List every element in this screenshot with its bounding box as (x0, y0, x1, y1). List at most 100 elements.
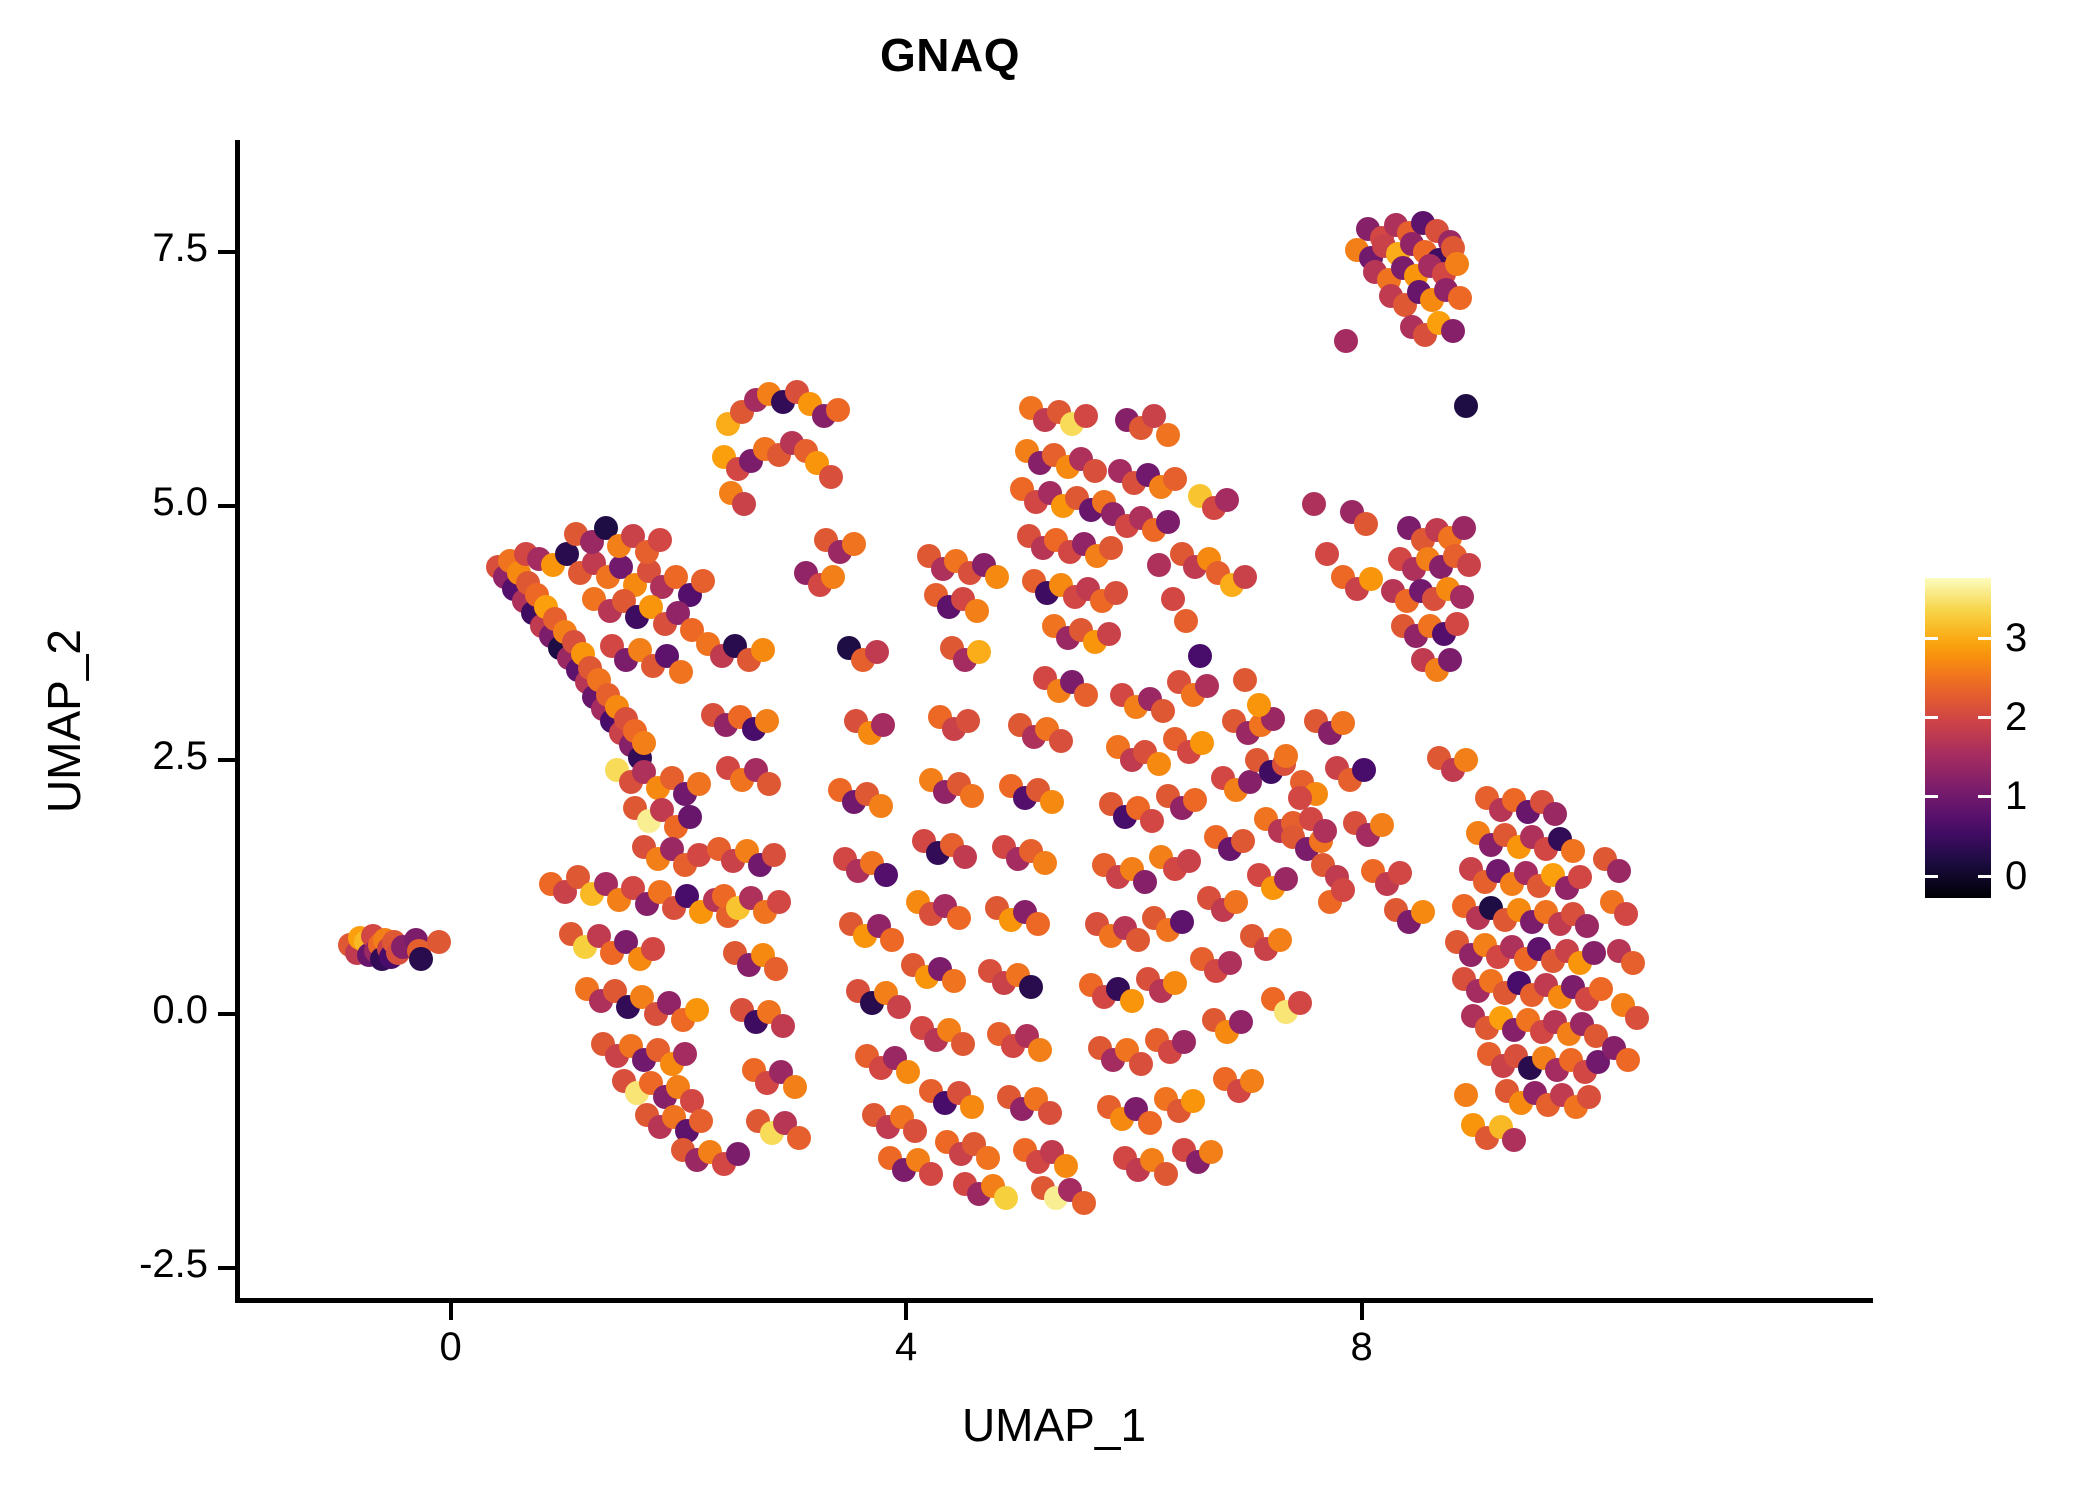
scatter-point (691, 568, 716, 593)
scatter-point (1119, 989, 1144, 1014)
scatter-point (1037, 1101, 1062, 1126)
scatter-point (1028, 1038, 1053, 1063)
scatter-point (955, 709, 980, 734)
scatter-point (1169, 910, 1194, 935)
scatter-point (946, 906, 971, 931)
scatter-point (1199, 1139, 1224, 1164)
x-tick-label: 0 (439, 1325, 462, 1369)
scatter-point (1288, 786, 1313, 811)
y-tick-label: 5.0 (152, 479, 208, 524)
scatter-point (1190, 731, 1215, 756)
scatter-point (1561, 839, 1586, 864)
y-axis-title: UMAP_2 (38, 628, 90, 814)
scatter-point (1588, 977, 1613, 1002)
x-tick-mark (448, 1303, 453, 1320)
scatter-point (732, 491, 757, 516)
scatter-point (1053, 1153, 1078, 1178)
colorbar-tick-label: 3 (2005, 615, 2028, 660)
scatter-point (873, 863, 898, 888)
scatter-point (919, 1162, 944, 1187)
scatter-point (1128, 1052, 1153, 1077)
scatter-point (1048, 729, 1073, 754)
scatter-point (1126, 928, 1151, 953)
scatter-point (821, 564, 846, 589)
scatter-point (1233, 668, 1258, 693)
scatter-point (1351, 757, 1376, 782)
scatter-point (1151, 698, 1176, 723)
scatter-point (871, 713, 896, 738)
scatter-point (1146, 552, 1171, 577)
scatter-point (841, 532, 866, 557)
scatter-point (1447, 286, 1472, 311)
scatter-point (985, 564, 1010, 589)
scatter-point (1099, 536, 1124, 561)
scatter-point (1575, 914, 1600, 939)
x-axis-title: UMAP_1 (961, 1399, 1147, 1451)
scatter-point (766, 889, 791, 914)
scatter-point (1083, 459, 1108, 484)
scatter-point (1620, 950, 1645, 975)
scatter-point (951, 1032, 976, 1057)
scatter-point (1411, 900, 1436, 924)
scatter-point (1452, 516, 1477, 541)
scatter-point (1388, 861, 1413, 886)
scatter-point (641, 936, 666, 961)
scatter-point (1033, 851, 1058, 876)
scatter-point (1577, 1084, 1602, 1109)
scatter-point (941, 969, 966, 994)
scatter-point (686, 772, 711, 796)
scatter-point (1156, 422, 1181, 447)
scatter-point (1238, 769, 1262, 794)
scatter-point (1502, 1127, 1527, 1152)
scatter-point (887, 995, 912, 1020)
scatter-point (1440, 318, 1465, 343)
y-tick-mark (218, 1011, 235, 1016)
scatter-point (1313, 818, 1338, 843)
scatter-point (1026, 912, 1051, 937)
scatter-point (1358, 566, 1383, 591)
scatter-point (1445, 611, 1470, 636)
scatter-point (903, 1119, 928, 1144)
x-tick-label: 4 (895, 1325, 918, 1369)
colorbar-tick-mark (1925, 795, 1991, 799)
colorbar-gradient (1925, 578, 1991, 898)
scatter-point (1228, 1009, 1253, 1034)
scatter-point (1370, 812, 1395, 837)
scatter-point (967, 639, 991, 664)
scatter-point (1445, 251, 1470, 276)
scatter-point (782, 1074, 807, 1099)
scatter-point (1194, 674, 1219, 699)
scatter-point (1231, 828, 1256, 853)
scatter-point (1543, 802, 1568, 827)
colorbar-tick-label: 0 (2005, 853, 2028, 898)
x-tick-label: 8 (1350, 1325, 1373, 1369)
scatter-point (1274, 867, 1299, 892)
scatter-point (764, 956, 789, 981)
colorbar-legend: 0 1 2 3 (1925, 578, 2085, 908)
colorbar-tick-label: 1 (2005, 774, 2028, 819)
scatter-point (1074, 682, 1099, 707)
scatter-point (818, 465, 843, 490)
scatter-point (825, 398, 850, 423)
x-tick-mark (1359, 1303, 1364, 1320)
x-tick-mark (904, 1303, 909, 1320)
scatter-point (1183, 788, 1208, 813)
scatter-point (1039, 790, 1064, 815)
scatter-point (771, 1013, 796, 1038)
scatter-point (1568, 865, 1593, 890)
x-axis-line (235, 1298, 1873, 1303)
scatter-point (1019, 975, 1044, 1000)
scatter-point (1331, 877, 1356, 902)
scatter-point (680, 1088, 705, 1113)
scatter-point (427, 930, 452, 955)
y-tick-mark (218, 757, 235, 762)
scatter-point (1215, 487, 1240, 512)
y-tick-mark (218, 503, 235, 508)
scatter-point (864, 639, 889, 664)
scatter-point (750, 637, 775, 662)
scatter-point (725, 1141, 750, 1166)
y-axis-line (235, 140, 240, 1303)
scatter-point (673, 1042, 698, 1067)
colorbar-tick-mark (1925, 636, 1991, 640)
scatter-point (1581, 940, 1606, 965)
